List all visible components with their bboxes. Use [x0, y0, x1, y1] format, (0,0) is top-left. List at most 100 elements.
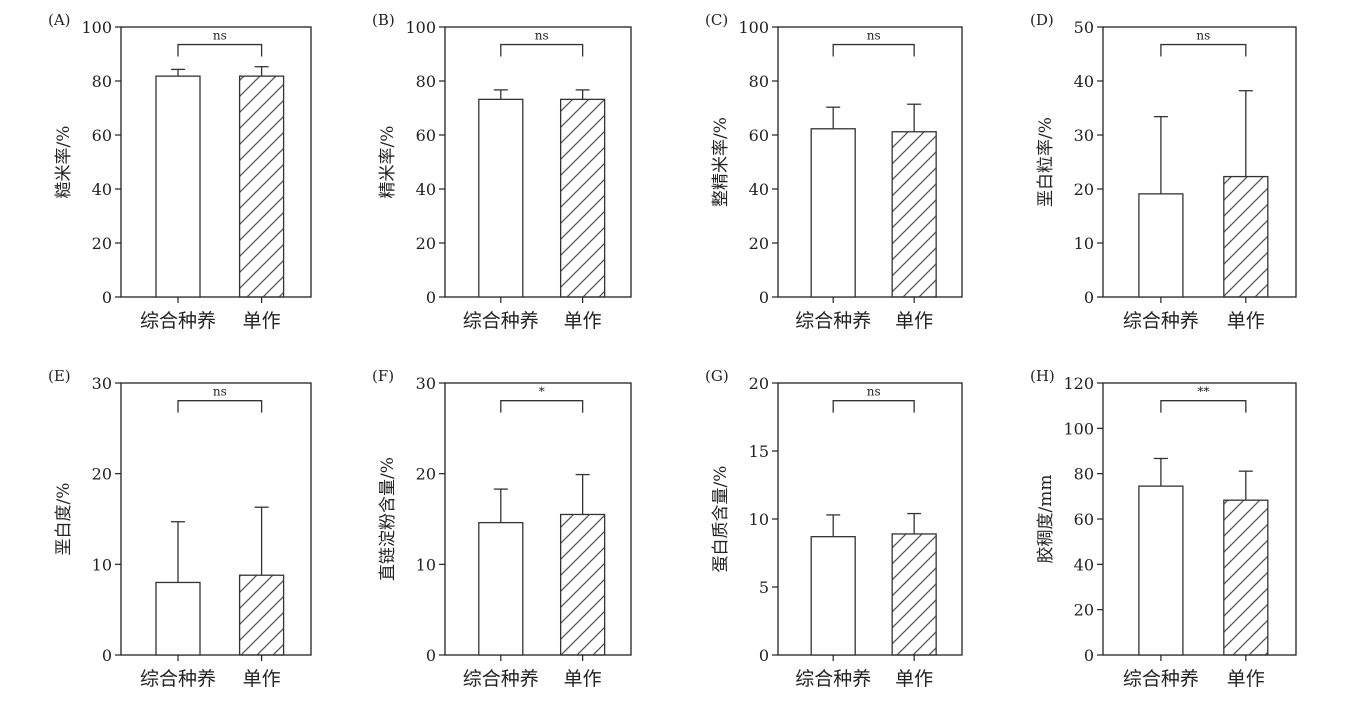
- y-tick-label: 30: [416, 374, 436, 393]
- y-tick-label: 100: [81, 18, 112, 37]
- category-label: 综合种养: [795, 668, 871, 690]
- category-label: 综合种养: [463, 310, 539, 332]
- significance-label: ns: [535, 29, 549, 43]
- y-tick-label: 120: [1063, 374, 1094, 393]
- y-tick-label: 40: [416, 180, 436, 199]
- bar-integrated: [155, 75, 201, 298]
- y-axis-title: 直链淀粉含量/%: [378, 457, 398, 581]
- y-tick-label: 60: [92, 126, 112, 145]
- significance-bracket: [1160, 400, 1247, 413]
- y-tick-label: 20: [416, 465, 436, 484]
- y-axis-title: 蛋白质含量/%: [711, 466, 731, 573]
- panel-label: (D): [1030, 11, 1054, 29]
- plot-frame: [444, 382, 632, 656]
- y-tick-label: 20: [749, 374, 769, 393]
- chart-panel-2: 0 20 40 60 80 100 综合种养 单作 ns 精米率/% (B): [372, 11, 632, 332]
- y-tick-label: 0: [1084, 646, 1094, 665]
- significance-bracket: [500, 43, 584, 57]
- bar-monoculture: [238, 75, 285, 298]
- y-axis-title: 垩白度/%: [54, 483, 74, 556]
- significance-bracket: [1160, 43, 1247, 57]
- y-tick-label: 0: [102, 646, 112, 665]
- significance-label: ns: [1196, 29, 1210, 43]
- panel-label: (C): [705, 11, 728, 29]
- significance-label: ns: [867, 385, 881, 399]
- bar-integrated: [1138, 193, 1184, 298]
- significance-label: *: [539, 385, 545, 399]
- y-tick-label: 10: [1074, 234, 1094, 253]
- significance-bracket: [500, 400, 584, 413]
- y-axis-title: 垩白粒率/%: [1036, 117, 1056, 207]
- bar-integrated: [1138, 485, 1184, 656]
- y-tick-label: 5: [759, 578, 769, 597]
- bar-monoculture: [891, 131, 937, 298]
- y-tick-label: 80: [1074, 465, 1094, 484]
- category-label: 综合种养: [140, 310, 216, 332]
- y-tick-label: 30: [1074, 126, 1094, 145]
- bar-integrated: [810, 128, 856, 298]
- category-label: 单作: [564, 310, 602, 332]
- bar-monoculture: [559, 513, 606, 656]
- y-tick-label: 0: [102, 288, 112, 307]
- y-tick-label: 0: [1084, 288, 1094, 307]
- y-tick-label: 100: [1063, 419, 1094, 438]
- bar-integrated: [155, 581, 201, 656]
- category-label: 综合种养: [795, 310, 871, 332]
- y-tick-label: 20: [92, 465, 112, 484]
- category-label: 综合种养: [1123, 668, 1199, 690]
- bar-monoculture: [559, 98, 606, 298]
- y-tick-label: 60: [749, 126, 769, 145]
- category-label: 单作: [1227, 310, 1265, 332]
- significance-bracket: [832, 400, 915, 413]
- y-tick-label: 0: [426, 288, 436, 307]
- chart-panel-7: 0 5 10 15 20 综合种养 单作 ns 蛋白质含量/% (G): [705, 367, 963, 690]
- plot-frame: [444, 26, 632, 298]
- y-tick-label: 30: [92, 374, 112, 393]
- chart-panel-4: 0 10 20 30 40 50 综合种养 单作 ns 垩白粒率/% (D): [1030, 11, 1297, 332]
- y-tick-label: 20: [749, 234, 769, 253]
- bar-monoculture: [891, 533, 937, 656]
- y-tick-label: 10: [416, 555, 436, 574]
- significance-bracket: [177, 43, 263, 57]
- y-tick-label: 20: [1074, 180, 1094, 199]
- y-tick-label: 40: [1074, 555, 1094, 574]
- y-tick-label: 10: [92, 555, 112, 574]
- significance-bracket: [177, 400, 263, 413]
- chart-panel-1: 0 20 40 60 80 100 综合种养 单作 ns 糙米率/% (A): [48, 11, 312, 332]
- category-label: 单作: [564, 668, 602, 690]
- y-tick-label: 40: [92, 180, 112, 199]
- category-label: 综合种养: [1123, 310, 1199, 332]
- y-tick-label: 80: [92, 72, 112, 91]
- category-label: 单作: [243, 310, 281, 332]
- chart-panel-5: 0 10 20 30 综合种养 单作 ns 垩白度/% (E): [48, 367, 312, 690]
- category-label: 单作: [895, 668, 933, 690]
- bar-monoculture: [1223, 175, 1269, 298]
- category-label: 单作: [243, 668, 281, 690]
- panel-label: (B): [372, 11, 395, 29]
- y-tick-label: 50: [1074, 18, 1094, 37]
- category-label: 单作: [895, 310, 933, 332]
- panel-label: (E): [48, 367, 71, 385]
- significance-label: ns: [213, 29, 227, 43]
- y-tick-label: 60: [1074, 510, 1094, 529]
- bar-integrated: [478, 521, 524, 656]
- significance-bracket: [832, 43, 915, 57]
- y-tick-label: 0: [426, 646, 436, 665]
- chart-panel-3: 0 20 40 60 80 100 综合种养 单作 ns 整精米率/% (C): [705, 11, 963, 332]
- bar-integrated: [810, 536, 856, 656]
- category-label: 综合种养: [463, 668, 539, 690]
- chart-panel-6: 0 10 20 30 综合种养 单作 * 直链淀粉含量/% (F): [372, 367, 632, 690]
- y-tick-label: 100: [405, 18, 436, 37]
- y-tick-label: 20: [1074, 601, 1094, 620]
- y-tick-label: 20: [92, 234, 112, 253]
- y-tick-label: 40: [749, 180, 769, 199]
- significance-label: **: [1197, 385, 1209, 399]
- y-axis-title: 整精米率/%: [711, 117, 731, 207]
- plot-frame: [120, 382, 312, 656]
- panel-label: (H): [1030, 367, 1055, 385]
- y-tick-label: 20: [416, 234, 436, 253]
- y-tick-label: 15: [749, 442, 769, 461]
- y-axis-title: 精米率/%: [378, 126, 398, 199]
- significance-label: ns: [867, 29, 881, 43]
